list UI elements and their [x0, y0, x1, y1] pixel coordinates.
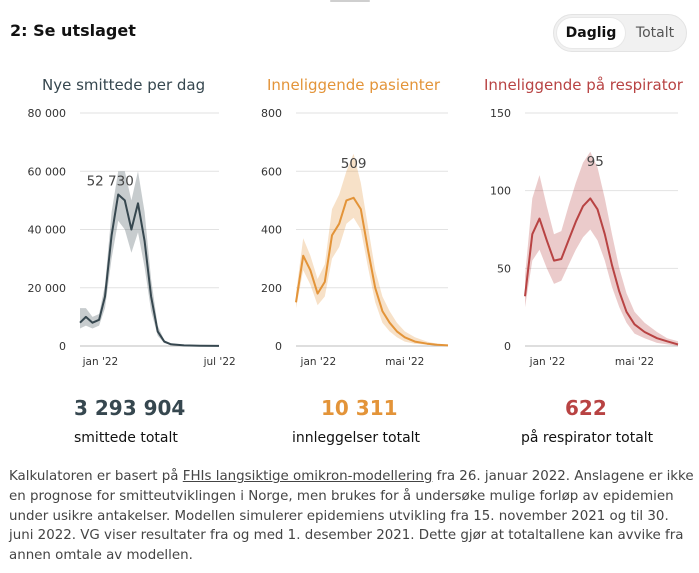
x-tick-label: jul '22: [203, 356, 236, 368]
y-tick-label: 200: [261, 282, 282, 295]
y-tick-label: 400: [261, 224, 282, 237]
toggle-daglig[interactable]: Daglig: [557, 18, 625, 48]
x-tick-label: jan '22: [82, 356, 119, 368]
y-tick-label: 80 000: [28, 107, 67, 120]
chart-hospital: 800 600 400 200 0 jan '22 mai '22 509: [261, 107, 449, 368]
series-line: [295, 196, 449, 347]
chart-title-cases: Nye smittede per dag: [42, 76, 206, 94]
total-hospital: 10 311: [321, 396, 398, 420]
total-hospital-label: innleggelser totalt: [292, 430, 421, 446]
y-tick-label: 60 000: [28, 165, 67, 178]
y-tick-label: 800: [261, 107, 282, 120]
toggle-totalt[interactable]: Totalt: [635, 25, 675, 41]
y-tick-label: 600: [261, 165, 282, 178]
series-line: [524, 197, 679, 346]
y-tick-label: 40 000: [28, 224, 67, 237]
y-tick-label: 150: [490, 107, 511, 120]
total-cases: 3 293 904: [74, 396, 186, 420]
uncertainty-band: [296, 153, 448, 346]
view-toggle: Daglig Totalt: [553, 14, 687, 52]
uncertainty-band: [80, 171, 219, 346]
total-respirator: 622: [565, 396, 607, 420]
y-tick-label: 0: [504, 340, 511, 353]
x-tick-label: mai '22: [385, 356, 424, 368]
total-respirator-label: på respirator totalt: [521, 430, 654, 446]
section-title: 2: Se utslaget: [10, 21, 136, 40]
chart-title-respirator: Inneliggende på respirator: [484, 76, 683, 94]
y-tick-label: 0: [275, 340, 282, 353]
chart-cases: 80 000 60 000 40 000 20 000 0 jan '22 jul '22 5…: [28, 107, 236, 368]
charts-canvas: 80 000 60 000 40 000 20 000 0 jan '22 jul '22 5…: [28, 107, 679, 368]
peak-label: 509: [341, 156, 367, 172]
total-cases-label: smittede totalt: [74, 430, 178, 446]
chart-respirator: 150 100 50 0 jan '22 mai '22 95: [490, 107, 679, 368]
x-tick-label: jan '22: [300, 356, 337, 368]
peak-label: 95: [587, 154, 604, 170]
y-tick-label: 50: [497, 262, 511, 275]
footer-post: fra 26. januar 2022. Anslagene er ikke e…: [9, 469, 694, 564]
footer-text: Kalkulatoren er basert på FHIs langsikti…: [9, 467, 695, 566]
peak-label: 52 730: [87, 173, 134, 189]
y-tick-label: 20 000: [28, 282, 67, 295]
uncertainty-band: [525, 151, 678, 346]
series-line: [79, 193, 220, 347]
x-tick-label: jan '22: [529, 356, 566, 368]
footer-pre: Kalkulatoren er basert på: [9, 469, 183, 484]
y-tick-label: 0: [59, 340, 66, 353]
chart-title-hospital: Inneliggende pasienter: [267, 76, 441, 94]
y-tick-label: 100: [490, 185, 511, 198]
fhi-model-link[interactable]: FHIs langsiktige omikron-modellering: [182, 469, 433, 484]
top-divider: [330, 0, 370, 2]
x-tick-label: mai '22: [615, 356, 654, 368]
